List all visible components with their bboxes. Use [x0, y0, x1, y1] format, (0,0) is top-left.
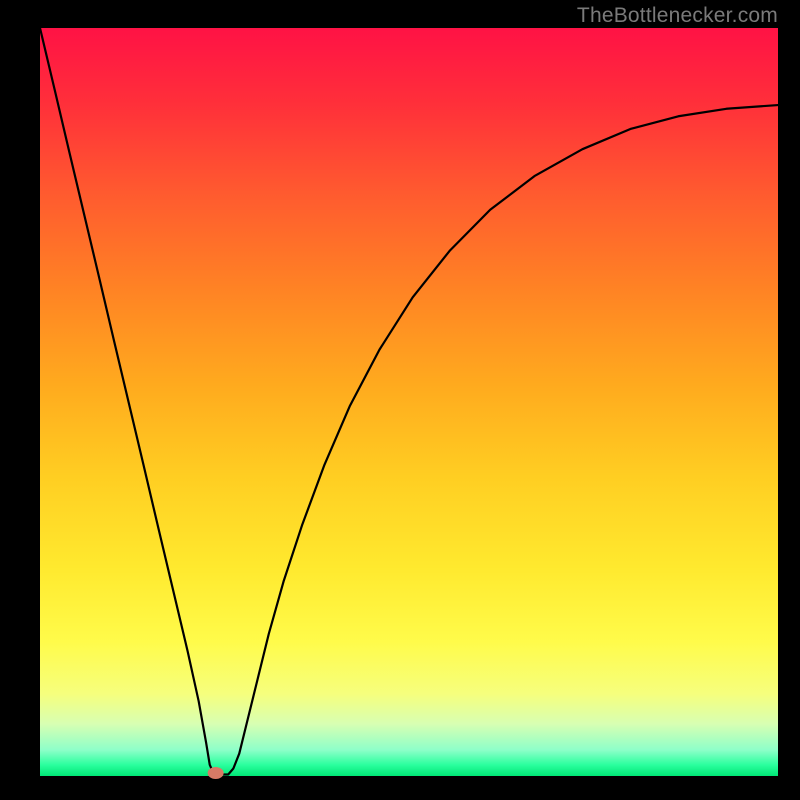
- chart-container: { "watermark": "TheBottlenecker.com", "c…: [0, 0, 800, 800]
- optimal-point-marker: [208, 767, 224, 779]
- bottleneck-chart: [0, 0, 800, 800]
- watermark-text: TheBottlenecker.com: [577, 4, 778, 28]
- plot-background: [40, 28, 778, 776]
